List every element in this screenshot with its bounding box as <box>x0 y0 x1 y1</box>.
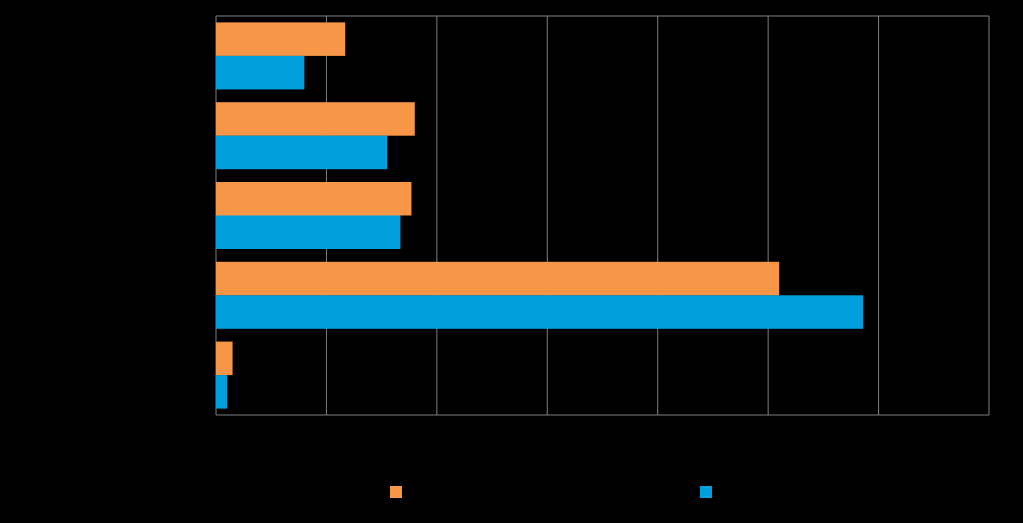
bar-series-2-category-5 <box>216 375 228 409</box>
bar-series-2-category-2 <box>216 135 388 170</box>
legend-swatch-series-2 <box>700 486 712 498</box>
legend-item-series-2 <box>700 486 718 498</box>
bar-series-1-category-4 <box>216 261 780 296</box>
legend-item-series-1 <box>390 486 408 498</box>
legend-swatch-series-1 <box>390 486 402 498</box>
bar-chart <box>215 15 990 416</box>
bar-series-1-category-1 <box>216 22 346 56</box>
bar-series-2-category-4 <box>216 295 864 329</box>
bar-series-2-category-1 <box>216 55 305 90</box>
legend <box>0 480 1023 504</box>
bar-series-2-category-3 <box>216 215 401 249</box>
bar-series-1-category-2 <box>216 102 415 136</box>
bar-series-1-category-5 <box>216 341 233 376</box>
bar-series-1-category-3 <box>216 182 412 216</box>
